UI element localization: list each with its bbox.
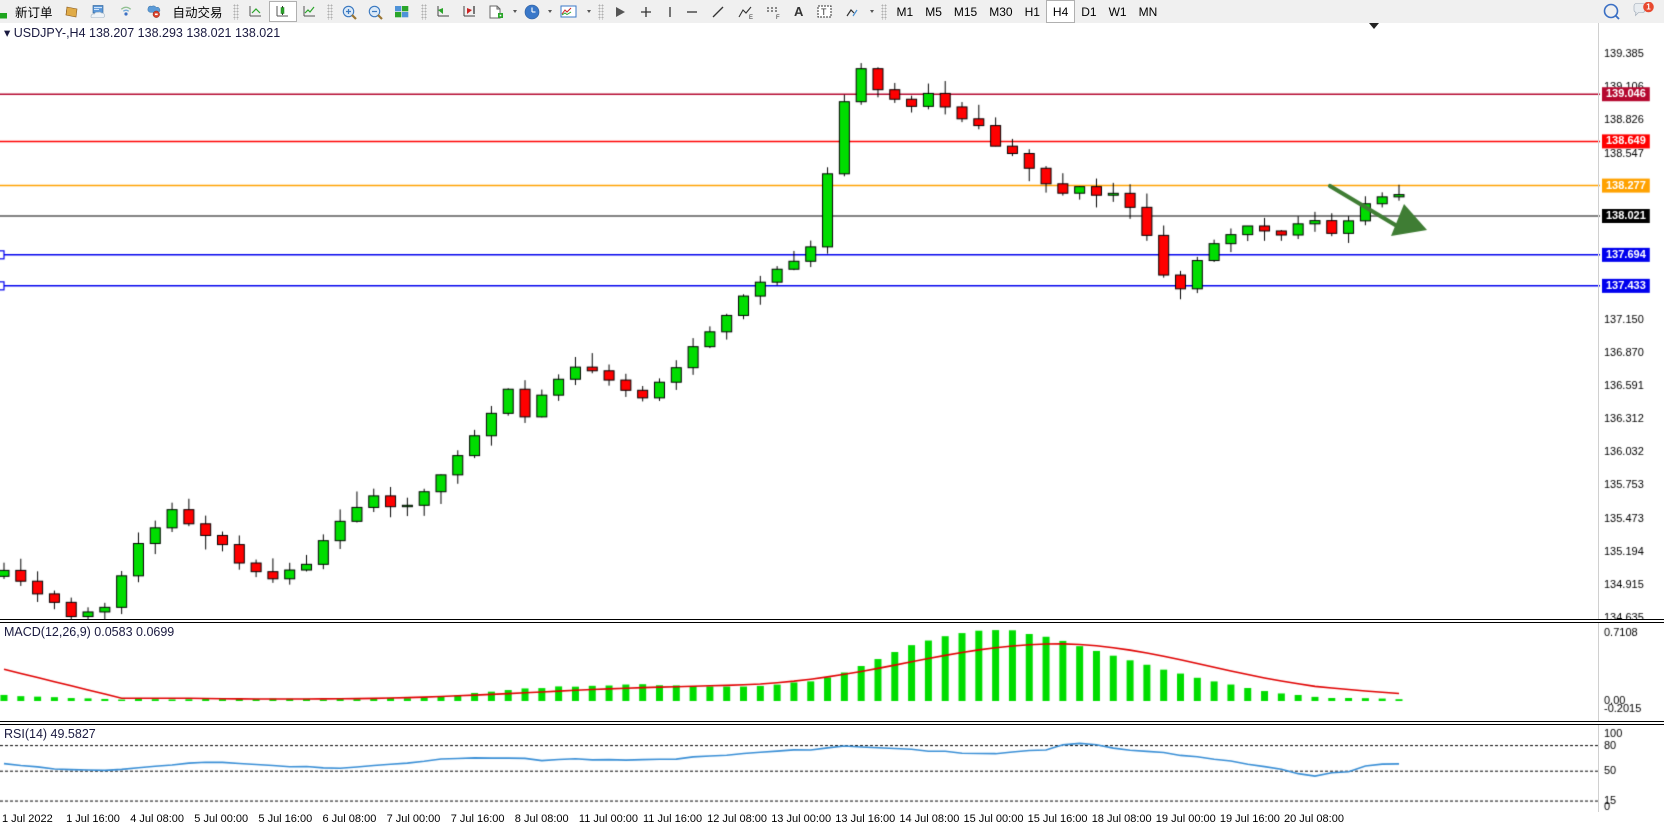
svg-text:T: T [821, 7, 827, 17]
svg-text:A: A [794, 4, 804, 19]
svg-text:E: E [749, 15, 753, 20]
svg-text:1: 1 [1646, 2, 1651, 11]
svg-text:F: F [776, 15, 780, 20]
